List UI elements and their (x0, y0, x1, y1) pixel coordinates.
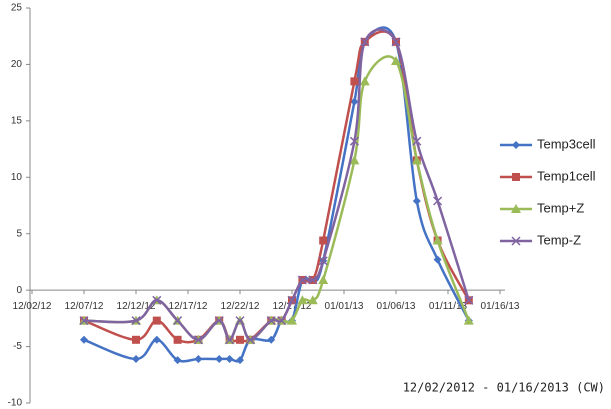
x-tick-label: 12/02/12 (13, 301, 52, 312)
point (318, 274, 329, 284)
y-tick-label: 15 (11, 115, 23, 126)
point (359, 76, 370, 86)
point (433, 255, 442, 264)
point (235, 316, 245, 326)
point (349, 155, 360, 165)
point (152, 295, 162, 305)
y-tick-label: 25 (11, 3, 23, 14)
x-tick-label: 01/11/13 (429, 301, 468, 312)
x-tick-label: 12/27/12 (273, 301, 312, 312)
legend-marker (511, 236, 521, 246)
y-tick-label: 20 (11, 59, 23, 70)
point (349, 136, 359, 146)
legend-label: Temp3cell (537, 136, 596, 151)
point (297, 295, 308, 305)
legend-label: Temp+Z (537, 200, 584, 215)
legend-label: Temp1cell (537, 168, 596, 183)
point (463, 315, 474, 325)
annotation: 12/02/2012 - 01/16/2013 (CW) (403, 381, 605, 395)
legend-marker (511, 204, 521, 213)
point (267, 335, 276, 344)
legend-marker (512, 141, 520, 149)
point (80, 335, 88, 344)
point (152, 335, 161, 344)
point (131, 316, 141, 326)
y-tick-label: 10 (11, 172, 23, 183)
point (173, 356, 182, 365)
point (297, 275, 307, 285)
point (277, 316, 287, 326)
point (266, 316, 276, 326)
point (307, 295, 318, 305)
point (391, 56, 401, 66)
point (173, 316, 183, 326)
point (287, 295, 297, 305)
x-tick-label: 01/16/13 (481, 301, 520, 312)
x-tick-label: 12/07/12 (65, 301, 104, 312)
legend-label: Temp-Z (537, 232, 581, 247)
point (193, 335, 203, 345)
x-tick-label: 12/22/12 (221, 301, 260, 312)
x-tick-label: 01/01/13 (325, 301, 364, 312)
point (360, 37, 370, 47)
point (245, 335, 255, 345)
x-tick-label: 12/17/12 (169, 301, 208, 312)
y-tick-label: -10 (8, 398, 23, 409)
point (194, 354, 203, 363)
point (152, 316, 161, 325)
point (173, 335, 182, 344)
point (391, 37, 401, 47)
point (350, 97, 359, 106)
point (225, 354, 234, 363)
point (215, 354, 224, 363)
point (236, 356, 244, 365)
point (433, 196, 443, 206)
point (464, 295, 474, 305)
y-tick-label: -5 (13, 341, 22, 352)
legend-marker (512, 173, 520, 181)
point (236, 335, 244, 344)
point (412, 196, 421, 205)
point (318, 256, 328, 266)
point (214, 316, 224, 326)
point (132, 335, 140, 344)
point (432, 235, 443, 245)
point (287, 315, 297, 325)
y-tick-label: 5 (16, 228, 22, 239)
point (308, 275, 318, 285)
point (225, 335, 235, 345)
point (319, 236, 328, 245)
point (412, 136, 422, 146)
y-tick-label: 0 (16, 285, 22, 296)
point (132, 354, 140, 363)
point (350, 77, 359, 86)
x-tick-label: 12/12/12 (117, 301, 156, 312)
point (79, 316, 89, 326)
point (411, 155, 422, 165)
x-tick-label: 01/06/13 (377, 301, 416, 312)
